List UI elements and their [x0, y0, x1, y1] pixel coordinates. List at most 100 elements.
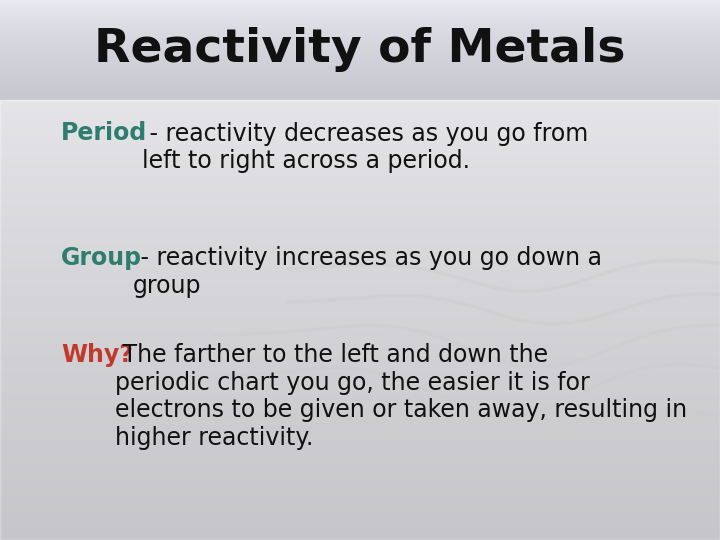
- Bar: [0, 310, 720, 313]
- Bar: [0, 402, 720, 405]
- Bar: [0, 297, 720, 300]
- Bar: [0, 537, 720, 540]
- Bar: [0, 163, 720, 166]
- Bar: [0, 448, 720, 451]
- Bar: [0, 150, 720, 152]
- Bar: [0, 382, 720, 384]
- Bar: [0, 82, 720, 85]
- Bar: [0, 162, 720, 165]
- Bar: [0, 461, 720, 464]
- Bar: [0, 429, 720, 432]
- Bar: [0, 498, 720, 501]
- Bar: [0, 120, 720, 123]
- Bar: [0, 43, 720, 46]
- Bar: [0, 108, 720, 111]
- Bar: [0, 332, 720, 335]
- Bar: [0, 201, 720, 204]
- Bar: [0, 127, 720, 130]
- Bar: [0, 185, 720, 188]
- Bar: [0, 308, 720, 310]
- Bar: [0, 245, 720, 248]
- Bar: [0, 182, 720, 185]
- Bar: [0, 413, 720, 416]
- Bar: [0, 315, 720, 319]
- Bar: [0, 318, 720, 321]
- Bar: [0, 285, 720, 287]
- Bar: [0, 68, 720, 70]
- Bar: [0, 2, 720, 5]
- Bar: [0, 272, 720, 275]
- Bar: [0, 398, 720, 401]
- Bar: [0, 290, 720, 293]
- Bar: [0, 535, 720, 537]
- Bar: [0, 344, 720, 347]
- Bar: [0, 30, 720, 32]
- Bar: [0, 219, 720, 221]
- Bar: [0, 433, 720, 436]
- Bar: [0, 4, 720, 6]
- Bar: [0, 228, 720, 231]
- Bar: [0, 114, 720, 117]
- Bar: [0, 173, 720, 176]
- Bar: [0, 328, 720, 330]
- Bar: [0, 200, 720, 202]
- Bar: [0, 194, 720, 197]
- Bar: [0, 450, 720, 454]
- Bar: [0, 418, 720, 421]
- Bar: [0, 396, 720, 400]
- Bar: [0, 340, 720, 343]
- Bar: [0, 79, 720, 82]
- Bar: [0, 80, 720, 84]
- Bar: [0, 63, 720, 66]
- Bar: [0, 195, 720, 199]
- Bar: [0, 383, 720, 386]
- Bar: [0, 298, 720, 301]
- Bar: [0, 452, 720, 455]
- Bar: [0, 533, 720, 536]
- Bar: [0, 407, 720, 410]
- Bar: [0, 371, 720, 374]
- Bar: [0, 438, 720, 442]
- Bar: [0, 186, 720, 189]
- Bar: [0, 459, 720, 462]
- Bar: [0, 410, 720, 413]
- Bar: [0, 531, 720, 535]
- Bar: [0, 16, 720, 19]
- Bar: [0, 475, 720, 478]
- Bar: [0, 234, 720, 238]
- Bar: [0, 267, 720, 270]
- Bar: [0, 314, 720, 317]
- Bar: [0, 140, 720, 143]
- Bar: [0, 336, 720, 339]
- Text: - reactivity increases as you go down a
group: - reactivity increases as you go down a …: [133, 246, 602, 298]
- Bar: [0, 422, 720, 426]
- Bar: [0, 166, 720, 168]
- Bar: [0, 171, 720, 174]
- Bar: [0, 152, 720, 156]
- Bar: [0, 437, 720, 440]
- Bar: [0, 146, 720, 148]
- Bar: [0, 45, 720, 49]
- Bar: [0, 197, 720, 200]
- Bar: [0, 13, 720, 16]
- Bar: [0, 395, 720, 399]
- Bar: [0, 495, 720, 498]
- Bar: [0, 503, 720, 507]
- Bar: [0, 280, 720, 284]
- Bar: [0, 293, 720, 296]
- Bar: [0, 112, 720, 115]
- Bar: [0, 302, 720, 305]
- Bar: [0, 131, 720, 134]
- Bar: [0, 373, 720, 375]
- Bar: [0, 204, 720, 206]
- Text: Reactivity of Metals: Reactivity of Metals: [94, 28, 626, 72]
- Bar: [0, 288, 720, 292]
- Bar: [0, 60, 720, 64]
- Bar: [0, 26, 720, 30]
- Bar: [0, 100, 720, 540]
- Bar: [0, 189, 720, 192]
- Text: Period: Period: [61, 122, 148, 145]
- Bar: [0, 501, 720, 503]
- Bar: [0, 380, 720, 383]
- Bar: [0, 347, 720, 350]
